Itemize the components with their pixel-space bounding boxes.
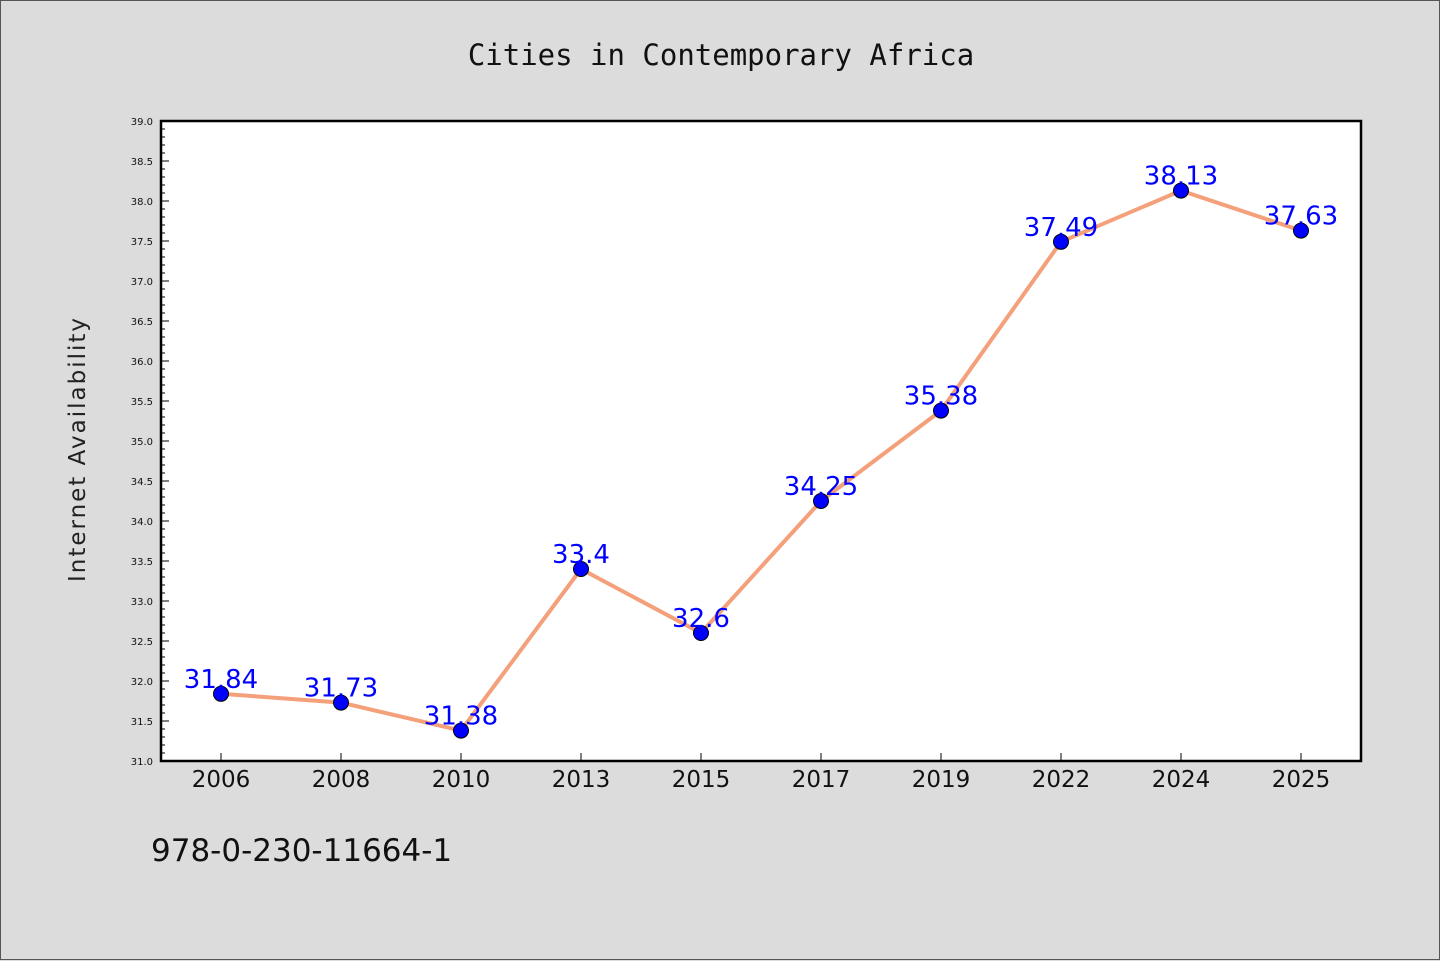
x-tick-label: 2013 xyxy=(552,767,611,793)
data-point xyxy=(1173,182,1189,199)
chart-title: Cities in Contemporary Africa xyxy=(468,38,974,72)
data-label: 37.49 xyxy=(1024,213,1098,243)
y-axis-label: Internet Availability xyxy=(65,316,91,582)
y-tick-label: 39.0 xyxy=(131,117,153,128)
y-tick-label: 32.5 xyxy=(131,637,153,648)
y-tick-label: 38.5 xyxy=(131,157,153,168)
y-tick-label: 38.0 xyxy=(131,197,153,208)
y-tick-label: 31.5 xyxy=(131,717,153,728)
series-line xyxy=(220,188,1302,733)
data-labels-group: 31.84 31.73 31.38 33.4 32.6 34.25 35.38 37.49 38… xyxy=(184,162,1338,732)
x-tick-label: 2015 xyxy=(672,767,731,793)
y-tick-label: 31.0 xyxy=(131,757,153,768)
data-label: 38.13 xyxy=(1144,162,1218,192)
x-tick-label: 2017 xyxy=(792,767,851,793)
y-tick-label: 37.5 xyxy=(131,237,153,248)
data-point xyxy=(453,722,469,739)
y-tick-label: 36.0 xyxy=(131,357,153,368)
data-label: 35.38 xyxy=(904,382,978,412)
data-point xyxy=(1293,222,1309,239)
x-axis-ticks: 2006 2008 2010 2013 2015 2017 2019 2022 2024 2025 xyxy=(192,753,1331,793)
y-tick-label: 36.5 xyxy=(131,317,153,328)
y-tick-label: 35.5 xyxy=(131,397,153,408)
data-label: 31.73 xyxy=(304,674,378,704)
x-tick-label: 2024 xyxy=(1152,767,1211,793)
x-tick-label: 2025 xyxy=(1272,767,1331,793)
x-tick-label: 2008 xyxy=(312,767,371,793)
data-point xyxy=(573,561,589,577)
x-tick-label: 2022 xyxy=(1032,767,1091,793)
data-point xyxy=(693,625,709,641)
data-point xyxy=(213,685,229,702)
data-point xyxy=(1053,233,1069,250)
x-tick-label: 2010 xyxy=(432,767,491,793)
y-tick-label: 37.0 xyxy=(131,277,153,288)
data-label: 37.63 xyxy=(1264,202,1338,232)
footnote-isbn: 978-0-230-11664-1 xyxy=(151,833,453,869)
series-line-group xyxy=(213,182,1309,739)
y-tick-label: 34.0 xyxy=(131,517,153,528)
x-tick-label: 2019 xyxy=(912,767,971,793)
y-axis-ticks: 31.0 31.5 32.0 32.5 33.0 33.5 34.0 34.5 35.0 35.5… xyxy=(131,117,169,768)
plot-area xyxy=(159,119,1363,763)
y-tick-label: 34.5 xyxy=(131,477,153,488)
data-label: 32.6 xyxy=(672,604,730,634)
data-point xyxy=(813,493,829,509)
y-tick-label: 33.5 xyxy=(131,557,153,568)
data-label: 34.25 xyxy=(784,472,858,502)
x-tick-label: 2006 xyxy=(192,767,251,793)
y-tick-label: 33.0 xyxy=(131,597,153,608)
data-label: 31.38 xyxy=(424,702,498,732)
data-label: 33.4 xyxy=(552,540,610,570)
y-tick-label: 35.0 xyxy=(131,437,153,448)
data-label: 31.84 xyxy=(184,665,258,695)
y-tick-label: 32.0 xyxy=(131,677,153,688)
data-point xyxy=(333,694,349,711)
data-point xyxy=(933,402,949,419)
